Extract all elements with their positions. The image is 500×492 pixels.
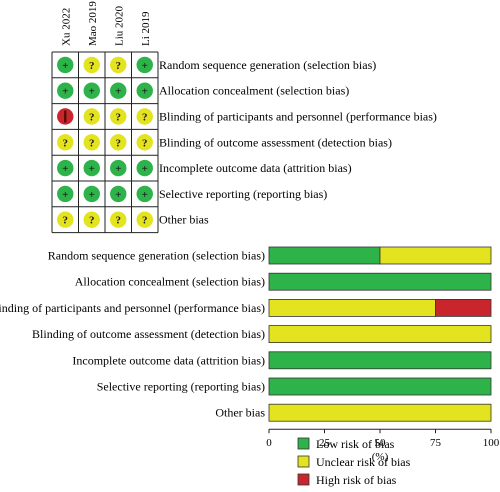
judgement-low-circle	[57, 82, 74, 99]
plus-icon: +	[115, 86, 121, 98]
bar-low	[268, 272, 492, 291]
bar-category-label: Incomplete outcome data (attrition bias)	[72, 353, 265, 367]
x-axis-label: (%)	[372, 451, 389, 463]
plus-icon: +	[115, 189, 121, 201]
bar-low	[268, 246, 381, 265]
plus-icon: +	[142, 163, 148, 175]
summary-domain-label: Selective reporting (reporting bias)	[159, 187, 327, 201]
judgement-low-circle	[110, 159, 127, 177]
study-label: Li 2019	[140, 11, 152, 46]
judgement-unclear-circle	[110, 108, 127, 125]
judgement-low-circle	[110, 82, 127, 99]
judgement-unclear-circle	[83, 134, 100, 151]
judgement-low-circle	[83, 185, 100, 203]
question-icon: ?	[89, 60, 95, 72]
question-icon: ?	[116, 137, 122, 149]
question-icon: ?	[116, 112, 122, 124]
bar-category-label: Other bias	[215, 406, 265, 420]
judgement-unclear-circle	[136, 108, 153, 125]
legend-swatch-high	[297, 473, 310, 486]
judgement-low-circle	[83, 159, 100, 177]
legend-swatch-low	[297, 437, 310, 450]
judgement-low-circle	[110, 185, 127, 203]
question-icon: ?	[89, 137, 95, 149]
question-icon: ?	[63, 137, 69, 149]
judgement-unclear-circle	[136, 134, 153, 151]
bar-unclear	[268, 403, 492, 422]
plus-icon: +	[142, 86, 148, 98]
summary-domain-label: Allocation concealment (selection bias)	[159, 84, 349, 98]
legend-label-high: High risk of bias	[316, 473, 397, 487]
bar-category-label: Random sequence generation (selection bi…	[48, 249, 265, 263]
bar-category-label: Blinding of participants and personnel (…	[0, 301, 265, 315]
question-icon: ?	[142, 112, 148, 124]
judgement-low-circle	[57, 56, 74, 74]
question-icon: ?	[142, 215, 148, 227]
bar-unclear	[268, 325, 492, 344]
bar-low	[268, 377, 492, 396]
plus-icon: +	[89, 86, 95, 98]
judgement-low-circle	[136, 82, 153, 99]
judgement-low-circle	[136, 159, 153, 177]
x-tick-label: 100	[483, 437, 500, 449]
x-tick-label: 25	[319, 437, 331, 449]
x-tick-label: 0	[266, 437, 272, 449]
study-label: Xu 2022	[60, 8, 72, 46]
plus-icon: +	[142, 189, 148, 201]
high-risk-icon	[64, 110, 67, 123]
judgement-unclear-circle	[110, 211, 127, 228]
judgement-unclear-circle	[83, 108, 100, 125]
judgement-low-circle	[57, 185, 74, 203]
judgement-unclear-circle	[110, 56, 127, 74]
judgement-low-circle	[136, 185, 153, 203]
bar-category-label: Allocation concealment (selection bias)	[75, 275, 265, 289]
judgement-unclear-circle	[57, 211, 74, 228]
legend-swatch-unclear	[297, 455, 310, 468]
plus-icon: +	[62, 60, 68, 72]
study-label: Liu 2020	[113, 5, 125, 46]
question-icon: ?	[63, 215, 69, 227]
x-tick-label: 75	[430, 437, 442, 449]
summary-domain-label: Other bias	[159, 213, 209, 227]
summary-domain-label: Blinding of outcome assessment (detectio…	[159, 135, 392, 149]
judgement-unclear-circle	[136, 211, 153, 228]
bar-low	[268, 351, 492, 370]
plus-icon: +	[115, 163, 121, 175]
judgement-unclear-circle	[57, 134, 74, 151]
question-icon: ?	[116, 215, 122, 227]
question-icon: ?	[89, 215, 95, 227]
plus-icon: +	[62, 163, 68, 175]
bar-category-label: Blinding of outcome assessment (detectio…	[32, 327, 265, 341]
summary-domain-label: Random sequence generation (selection bi…	[159, 58, 376, 72]
bar-unclear	[379, 246, 492, 265]
question-icon: ?	[116, 60, 122, 72]
judgement-unclear-circle	[110, 134, 127, 151]
judgement-low-circle	[136, 56, 153, 74]
summary-domain-label: Incomplete outcome data (attrition bias)	[159, 161, 352, 175]
summary-domain-label: Blinding of participants and personnel (…	[159, 110, 437, 124]
plus-icon: +	[62, 86, 68, 98]
study-label: Mao 2019	[87, 1, 99, 46]
question-icon: ?	[142, 137, 148, 149]
plus-icon: +	[89, 163, 95, 175]
plus-icon: +	[142, 60, 148, 72]
bar-category-label: Selective reporting (reporting bias)	[97, 380, 265, 394]
legend-label-low: Low risk of bias	[316, 437, 395, 451]
legend-label-unclear: Unclear risk of bias	[316, 455, 411, 469]
question-icon: ?	[89, 112, 95, 124]
bar-high	[435, 298, 492, 317]
bar-unclear	[268, 298, 436, 317]
judgement-low-circle	[57, 159, 74, 177]
judgement-low-circle	[83, 82, 100, 99]
plus-icon: +	[89, 189, 95, 201]
x-tick-label: 50	[375, 437, 387, 449]
plus-icon: +	[62, 189, 68, 201]
judgement-unclear-circle	[83, 211, 100, 228]
judgement-unclear-circle	[83, 56, 100, 74]
